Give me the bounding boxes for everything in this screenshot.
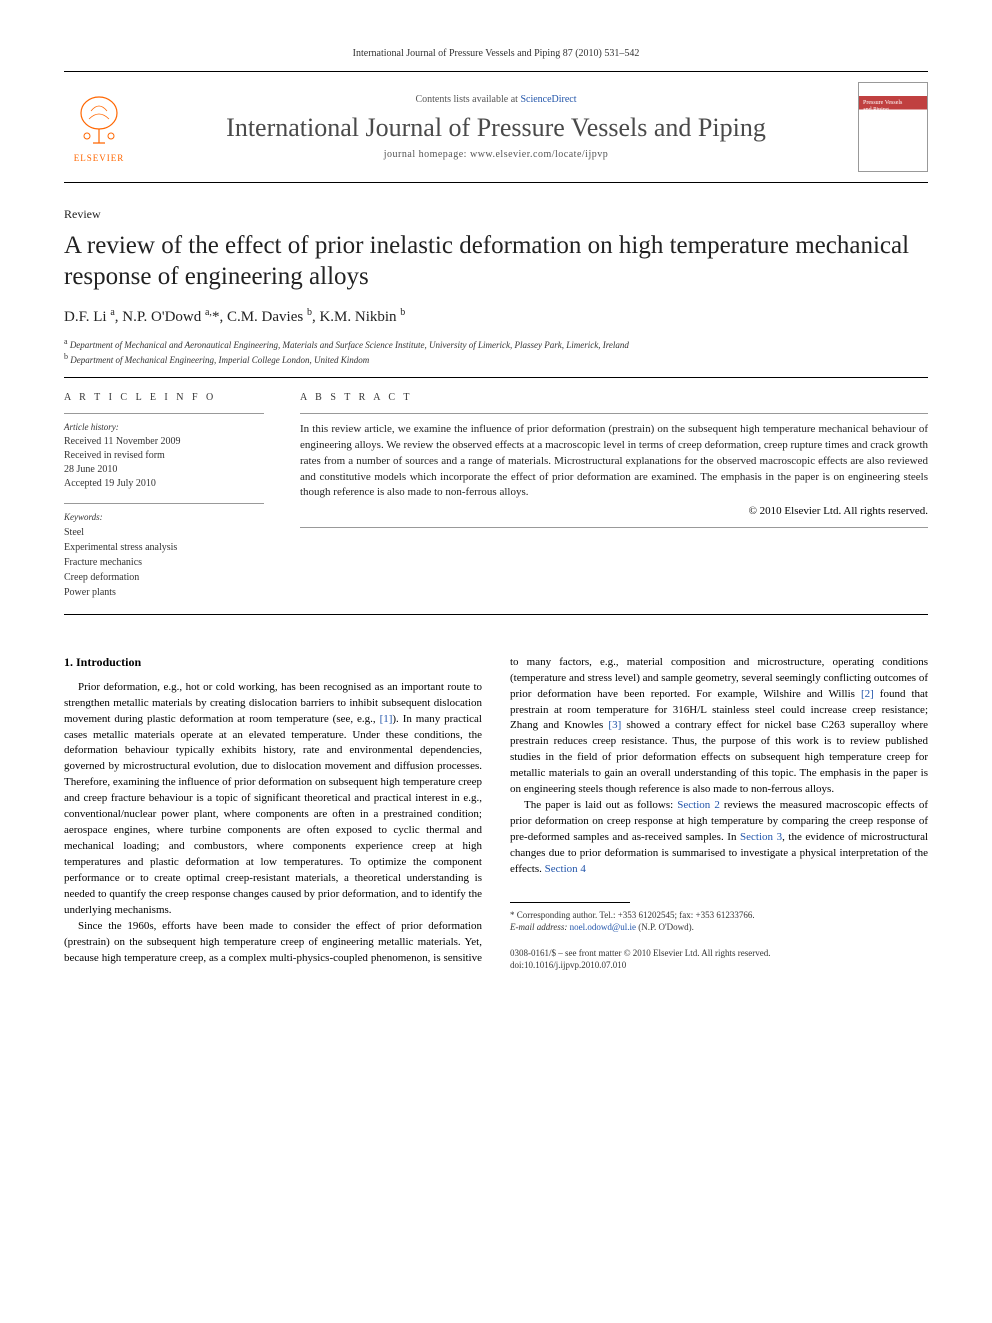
footnote-separator — [510, 902, 630, 903]
affiliation-line: b Department of Mechanical Engineering, … — [64, 351, 928, 367]
author-list: D.F. Li a, N.P. O'Dowd a,*, C.M. Davies … — [64, 307, 928, 326]
contents-available: Contents lists available at ScienceDirec… — [154, 94, 838, 105]
info-divider — [64, 413, 264, 414]
masthead-center: Contents lists available at ScienceDirec… — [154, 94, 838, 160]
divider — [64, 377, 928, 378]
journal-masthead: ELSEVIER Contents lists available at Sci… — [64, 71, 928, 183]
info-divider — [64, 503, 264, 504]
article-type: Review — [64, 207, 928, 222]
section-title: Introduction — [76, 655, 141, 669]
sciencedirect-link[interactable]: ScienceDirect — [520, 94, 576, 105]
history-label: Article history: — [64, 422, 264, 432]
body-paragraph: The paper is laid out as follows: Sectio… — [510, 798, 928, 878]
article-info-column: A R T I C L E I N F O Article history: R… — [64, 392, 264, 600]
corr-fax: +353 61233766. — [696, 910, 755, 920]
corr-email-link[interactable]: noel.odowd@ul.ie — [570, 922, 636, 932]
affiliations: a Department of Mechanical and Aeronauti… — [64, 336, 928, 367]
keyword-item: Power plants — [64, 585, 264, 600]
contents-prefix: Contents lists available at — [415, 94, 520, 105]
abstract-bottom-divider — [300, 527, 928, 528]
homepage-url: www.elsevier.com/locate/ijpvp — [470, 149, 608, 160]
corresponding-author: * Corresponding author. Tel.: +353 61202… — [510, 909, 928, 934]
doi-block: 0308-0161/$ – see front matter © 2010 El… — [510, 948, 928, 971]
abstract-copyright: © 2010 Elsevier Ltd. All rights reserved… — [300, 505, 928, 517]
fax-label: ; fax: — [675, 910, 696, 920]
elsevier-logo: ELSEVIER — [64, 87, 134, 167]
info-abstract-row: A R T I C L E I N F O Article history: R… — [64, 392, 928, 600]
corr-tel: +353 61202545 — [618, 910, 675, 920]
elsevier-tree-icon — [69, 91, 129, 151]
homepage-prefix: journal homepage: — [384, 149, 470, 160]
keyword-item: Fracture mechanics — [64, 555, 264, 570]
abstract-divider — [300, 413, 928, 414]
keyword-item: Steel — [64, 525, 264, 540]
keywords-label: Keywords: — [64, 512, 264, 522]
corr-label: * Corresponding author. Tel.: — [510, 910, 618, 920]
section-number: 1. — [64, 655, 73, 669]
keywords-list: SteelExperimental stress analysisFractur… — [64, 525, 264, 600]
keyword-item: Experimental stress analysis — [64, 540, 264, 555]
abstract-heading: A B S T R A C T — [300, 392, 928, 403]
article-info-heading: A R T I C L E I N F O — [64, 392, 264, 403]
affiliation-line: a Department of Mechanical and Aeronauti… — [64, 336, 928, 352]
article-history: Received 11 November 2009Received in rev… — [64, 435, 264, 491]
section-heading: 1. Introduction — [64, 655, 482, 670]
body-two-column: 1. Introduction Prior deformation, e.g.,… — [64, 655, 928, 972]
citation-header: International Journal of Pressure Vessel… — [64, 48, 928, 59]
issn-line: 0308-0161/$ – see front matter © 2010 El… — [510, 948, 928, 960]
corr-email-name: (N.P. O'Dowd). — [636, 922, 694, 932]
divider — [64, 614, 928, 615]
doi-line: doi:10.1016/j.ijpvp.2010.07.010 — [510, 960, 928, 972]
article-title: A review of the effect of prior inelasti… — [64, 230, 928, 293]
abstract-column: A B S T R A C T In this review article, … — [300, 392, 928, 600]
journal-homepage: journal homepage: www.elsevier.com/locat… — [154, 149, 838, 160]
body-paragraph: Prior deformation, e.g., hot or cold wor… — [64, 680, 482, 919]
journal-name: International Journal of Pressure Vessel… — [154, 113, 838, 143]
elsevier-label: ELSEVIER — [74, 153, 125, 163]
keyword-item: Creep deformation — [64, 570, 264, 585]
footer-block: * Corresponding author. Tel.: +353 61202… — [510, 902, 928, 972]
journal-cover-thumbnail — [858, 82, 928, 172]
email-label: E-mail address: — [510, 922, 570, 932]
abstract-text: In this review article, we examine the i… — [300, 422, 928, 502]
